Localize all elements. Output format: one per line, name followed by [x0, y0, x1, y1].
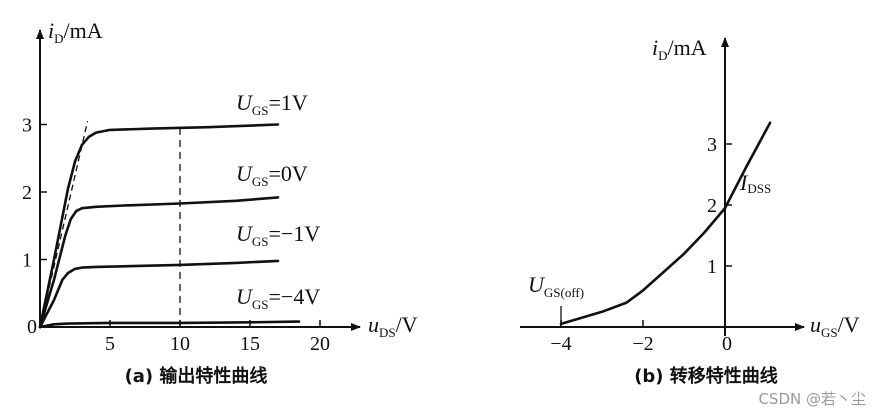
y-tick-label-a: 3	[22, 115, 32, 137]
curve-labels-a: UGS=1V UGS=0V UGS=−1V UGS=−4V	[236, 90, 320, 312]
annotations-b: UGS(off) IDSS	[528, 170, 771, 327]
curve-label: UGS=−1V	[236, 221, 320, 249]
watermark: CSDN @若丶尘	[758, 390, 866, 408]
y-tick-label-b: 1	[707, 256, 717, 278]
series-b	[559, 121, 772, 326]
curve-label: UGS=0V	[236, 161, 308, 189]
ticks-b: −4 −2 0 1 2 3	[550, 134, 732, 355]
ticks-a: 5 10 15 20 1 2 3	[22, 115, 330, 356]
chart-transfer-characteristics: −4 −2 0 1 2 3 UGS(off) IDSS iD/mA uGS/V (b) 转移…	[520, 35, 860, 387]
series-a	[38, 123, 301, 329]
transfer-curve	[559, 121, 772, 326]
output-curve	[38, 259, 280, 329]
y-tick-label-a: 2	[22, 182, 32, 204]
x-tick-label-a: 5	[105, 333, 115, 355]
y-tick-label-b: 2	[707, 195, 717, 217]
output-curve	[38, 196, 280, 329]
y-tick-label-a: 1	[22, 250, 32, 272]
x-axis-label-a: uDS/V	[368, 312, 418, 340]
curve-label: UGS=1V	[236, 90, 308, 118]
y-tick-label-b: 3	[707, 134, 717, 156]
y-axis-label-b: iD/mA	[652, 35, 707, 63]
x-tick-label-b: −2	[632, 333, 653, 355]
x-axis-label-b: uGS/V	[810, 312, 860, 340]
origin-label-a: 0	[27, 316, 37, 338]
ugs-off-label: UGS(off)	[528, 272, 584, 300]
x-tick-label-a: 15	[240, 333, 260, 355]
x-tick-label-a: 20	[310, 333, 330, 355]
y-axis-label-a: iD/mA	[48, 18, 103, 46]
curve-label: UGS=−4V	[236, 284, 320, 312]
idss-label: IDSS	[739, 170, 771, 196]
x-tick-label-a: 10	[170, 333, 190, 355]
output-curve	[38, 123, 280, 329]
x-tick-label-b: 0	[722, 333, 732, 355]
x-tick-label-b: −4	[550, 333, 571, 355]
caption-b: (b) 转移特性曲线	[634, 365, 778, 387]
output-curve	[38, 320, 301, 329]
caption-a: (a) 输出特性曲线	[125, 365, 268, 387]
